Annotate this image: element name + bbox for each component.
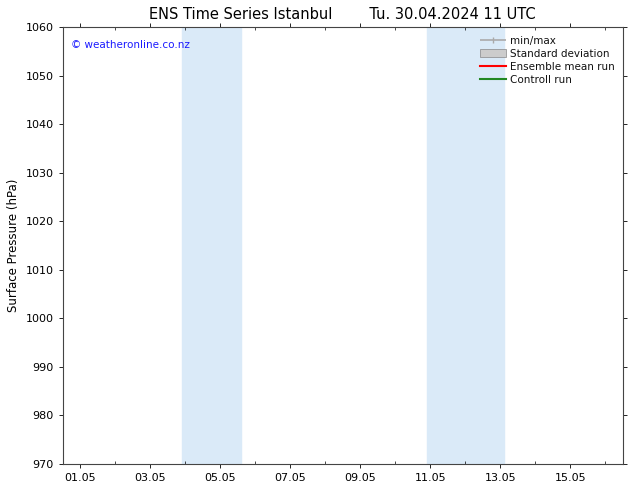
Legend: min/max, Standard deviation, Ensemble mean run, Controll run: min/max, Standard deviation, Ensemble me…	[477, 32, 618, 88]
Y-axis label: Surface Pressure (hPa): Surface Pressure (hPa)	[7, 179, 20, 312]
Text: © weatheronline.co.nz: © weatheronline.co.nz	[71, 40, 190, 50]
Bar	[427, 27, 504, 464]
Bar	[182, 27, 241, 464]
Title: ENS Time Series Istanbul        Tu. 30.04.2024 11 UTC: ENS Time Series Istanbul Tu. 30.04.2024 …	[150, 7, 536, 22]
